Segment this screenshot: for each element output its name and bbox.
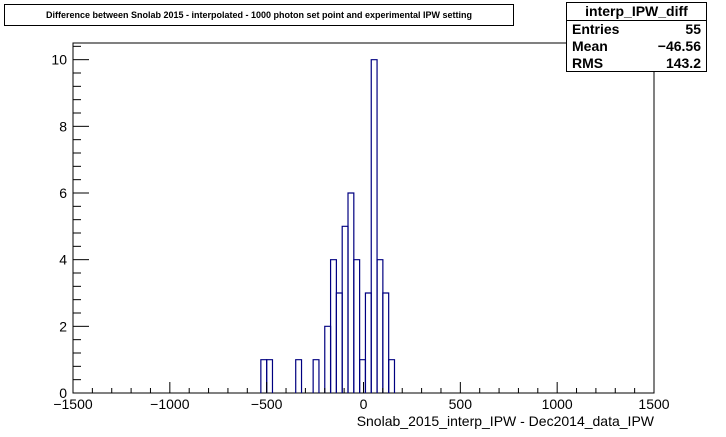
- histogram-bin: [260, 359, 268, 393]
- x-tick-label: 500: [449, 396, 473, 412]
- histogram-bin: [353, 259, 361, 393]
- stats-row-entries: Entries 55: [567, 21, 706, 38]
- y-tick-label: 2: [59, 318, 67, 334]
- chart-title: Difference between Snolab 2015 - interpo…: [45, 10, 473, 20]
- stats-label: Mean: [572, 38, 608, 54]
- x-tick-label: 1500: [638, 396, 669, 412]
- chart-title-box: Difference between Snolab 2015 - interpo…: [4, 4, 514, 26]
- histogram-bins: [260, 59, 396, 393]
- y-tick-label: 8: [59, 118, 67, 134]
- y-axis-ticks: 0 2 4 6 8 10: [51, 45, 89, 401]
- stats-title: interp_IPW_diff: [567, 3, 706, 21]
- stats-label: Entries: [572, 21, 620, 37]
- stats-value: 55: [685, 21, 701, 37]
- histogram-bin: [329, 259, 337, 393]
- x-tick-label: 1000: [542, 396, 573, 412]
- plot-frame: [72, 42, 655, 394]
- histogram-bin: [364, 292, 372, 393]
- y-tick-label: 4: [59, 252, 67, 268]
- histogram-bin: [335, 292, 343, 393]
- x-tick-label: −500: [251, 396, 283, 412]
- x-axis-title: Snolab_2015_interp_IPW - Dec2014_data_IP…: [357, 413, 655, 429]
- histogram-bin: [295, 359, 303, 393]
- stats-row-mean: Mean −46.56: [567, 38, 706, 55]
- histogram-bin: [347, 192, 355, 393]
- stats-box: interp_IPW_diff Entries 55 Mean −46.56 R…: [566, 2, 707, 72]
- histogram-bin: [376, 259, 384, 393]
- x-tick-label: 0: [360, 396, 368, 412]
- x-axis-ticks: −1500 −1000 −500 0 500 1000 1500: [53, 382, 670, 412]
- histogram-bin: [266, 359, 274, 393]
- histogram-bin: [324, 325, 332, 393]
- histogram-bin: [359, 359, 367, 393]
- stats-label: RMS: [572, 55, 604, 71]
- y-tick-label: 10: [51, 52, 67, 68]
- y-tick-label: 0: [59, 385, 67, 401]
- histogram-bin: [382, 292, 390, 393]
- x-tick-label: −1000: [150, 396, 190, 412]
- histogram-bin: [312, 359, 320, 393]
- x-tick-label: −1500: [53, 396, 93, 412]
- stats-row-rms: RMS 143.2: [567, 55, 706, 72]
- stats-value: −46.56: [657, 38, 701, 54]
- histogram-bin: [341, 225, 349, 393]
- stats-value: 143.2: [665, 55, 701, 71]
- histogram-bin: [388, 359, 396, 393]
- histogram-bin: [370, 59, 378, 393]
- y-tick-label: 6: [59, 185, 67, 201]
